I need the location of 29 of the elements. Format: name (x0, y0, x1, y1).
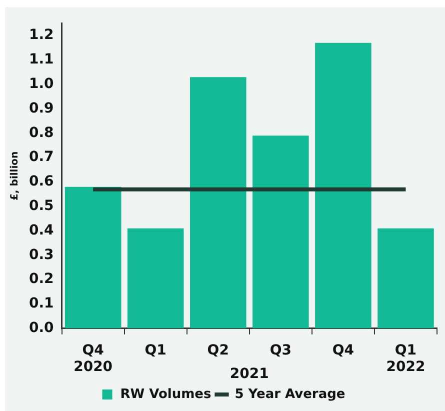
y-tick-label: 0.0 (28, 320, 54, 336)
y-tick-label: 0.9 (28, 100, 54, 116)
legend-label: 5 Year Average (234, 386, 346, 402)
y-axis-title: £, billion (10, 151, 21, 200)
bar (190, 77, 246, 328)
x-tick-label: Q1 2022 (386, 342, 426, 376)
bar (64, 186, 122, 328)
text: 2021 (230, 366, 269, 382)
y-tick-label: 1.2 (28, 27, 54, 44)
y-tick-label: 0.5 (28, 198, 54, 214)
bar (127, 228, 184, 328)
x-tick-label: Q2 (207, 342, 229, 358)
y-tick-label: 1.1 (28, 52, 54, 68)
y-tick-label: 0.8 (28, 124, 54, 141)
y-tick-label: 1.0 (28, 76, 54, 92)
y-tick-label: 0.2 (28, 271, 54, 288)
y-tick-label: 0.4 (28, 222, 54, 238)
x-tick-label: Q3 (270, 342, 292, 358)
bar (315, 42, 372, 328)
y-tick-label: 0.3 (28, 246, 54, 263)
legend-label: RW Volumes (120, 386, 212, 402)
y-tick-label: 0.6 (28, 174, 54, 190)
x-tick-label: Q4 2020 (74, 342, 113, 376)
y-tick-label: 0.1 (28, 296, 54, 312)
bar (252, 136, 309, 328)
bar (378, 228, 434, 328)
y-tick-label: 0.7 (28, 149, 54, 166)
x-tick-label: Q4 (332, 342, 354, 358)
x-tick-label: Q1 (144, 342, 166, 358)
